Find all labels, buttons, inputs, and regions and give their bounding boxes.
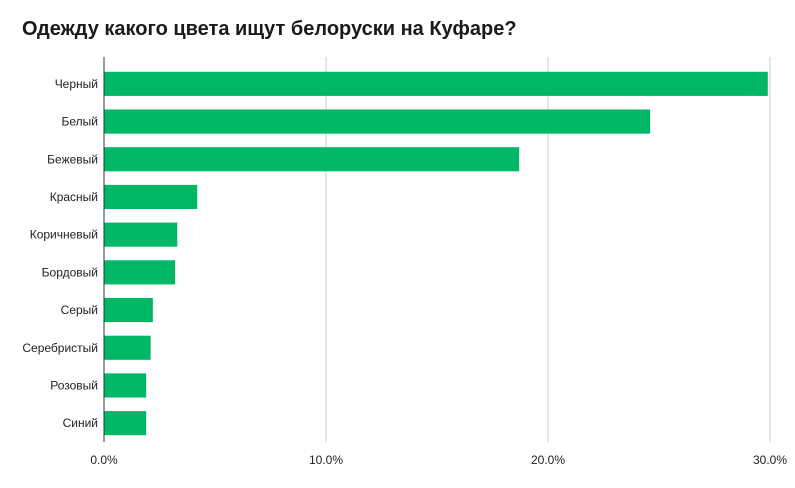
category-label: Синий — [63, 416, 98, 430]
label-layer: 0.0% 10.0% 20.0% 30.0% Черный Белый Бежевый Кра… — [22, 77, 787, 467]
chart-title: Одежду какого цвета ищут белоруски на Ку… — [22, 18, 517, 40]
category-label: Черный — [55, 77, 98, 91]
bar — [104, 184, 198, 210]
category-label: Бежевый — [47, 152, 98, 166]
category-label: Белый — [62, 115, 98, 129]
category-label: Бордовый — [42, 265, 98, 279]
category-label: Серебристый — [22, 341, 98, 355]
bar — [104, 335, 151, 360]
bar — [104, 147, 520, 172]
x-tick-label: 20.0% — [531, 453, 565, 467]
bar — [104, 411, 147, 436]
x-tick-label: 10.0% — [309, 453, 343, 467]
bar — [104, 260, 176, 285]
category-label: Красный — [50, 190, 98, 204]
category-label: Серый — [61, 303, 98, 317]
category-label: Розовый — [50, 378, 98, 392]
bar — [104, 297, 153, 323]
category-label: Коричневый — [30, 228, 98, 242]
bar-layer — [104, 71, 768, 436]
x-tick-label: 30.0% — [753, 453, 787, 467]
bar — [104, 109, 651, 134]
x-tick-label: 0.0% — [90, 453, 118, 467]
bar — [104, 222, 178, 247]
bar — [104, 71, 768, 96]
bar — [104, 373, 147, 398]
